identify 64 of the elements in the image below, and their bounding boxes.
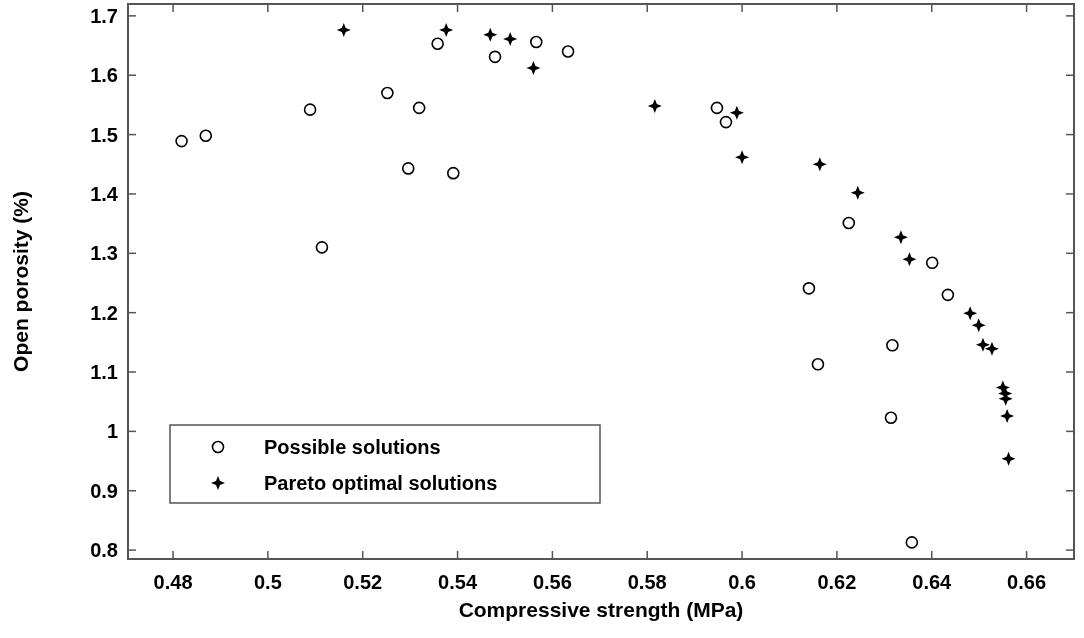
point (850, 185, 865, 200)
y-tick-label: 1.7 (90, 4, 118, 27)
x-tick-label: 0.58 (627, 571, 667, 593)
point (1001, 451, 1016, 466)
point (719, 115, 733, 129)
y-tick-label: 1.5 (90, 123, 118, 146)
point (811, 358, 825, 371)
point (802, 282, 816, 295)
point (303, 103, 317, 116)
x-axis-title: Compressive strength (MPa) (458, 598, 744, 621)
y-tick-label: 0.8 (90, 539, 118, 562)
x-tick-label: 0.6 (728, 571, 756, 593)
point (975, 337, 990, 352)
point (526, 61, 541, 76)
point (902, 252, 917, 267)
point (561, 45, 575, 58)
point (529, 35, 543, 49)
point (483, 27, 498, 42)
point (336, 23, 351, 38)
y-tick-label: 1.1 (90, 361, 118, 384)
point (710, 101, 724, 115)
x-tick-label: 0.64 (912, 571, 953, 593)
x-tick-label: 0.52 (343, 571, 383, 593)
x-tick-label: 0.48 (153, 571, 193, 593)
point (381, 86, 394, 100)
point (1000, 408, 1015, 423)
x-tick-label: 0.66 (1007, 571, 1047, 593)
point (199, 129, 213, 143)
point (812, 157, 827, 172)
point (431, 37, 444, 51)
point (439, 23, 454, 38)
point (729, 105, 744, 120)
point (647, 99, 662, 114)
y-axis-title: Open porosity (%) (9, 191, 32, 372)
point (315, 241, 329, 254)
x-tick-label: 0.5 (253, 571, 282, 593)
x-tick-label: 0.54 (438, 571, 478, 593)
legend-label: Pareto optimal solutions (264, 472, 498, 494)
point (893, 230, 908, 245)
point (905, 536, 919, 549)
point (963, 306, 978, 321)
y-tick-label: 1.4 (90, 182, 119, 205)
point (488, 50, 502, 64)
point (886, 339, 899, 352)
x-tick-label: 0.62 (817, 571, 857, 593)
y-tick-label: 1.2 (90, 301, 118, 324)
point (503, 32, 518, 47)
point (446, 166, 460, 180)
x-tick-label: 0.56 (532, 571, 572, 593)
point (735, 150, 750, 165)
y-tick-label: 1.6 (90, 64, 118, 87)
point (984, 341, 999, 356)
point (884, 411, 898, 425)
point (412, 101, 426, 115)
y-tick-label: 1.3 (90, 242, 118, 265)
point (842, 216, 856, 230)
point (401, 162, 415, 175)
point (925, 256, 939, 270)
y-tick-label: 1 (106, 420, 118, 443)
point (941, 288, 955, 302)
y-tick-label: 0.9 (90, 479, 118, 502)
point (175, 134, 188, 148)
point (971, 318, 986, 333)
legend-label: Possible solutions (264, 436, 441, 458)
